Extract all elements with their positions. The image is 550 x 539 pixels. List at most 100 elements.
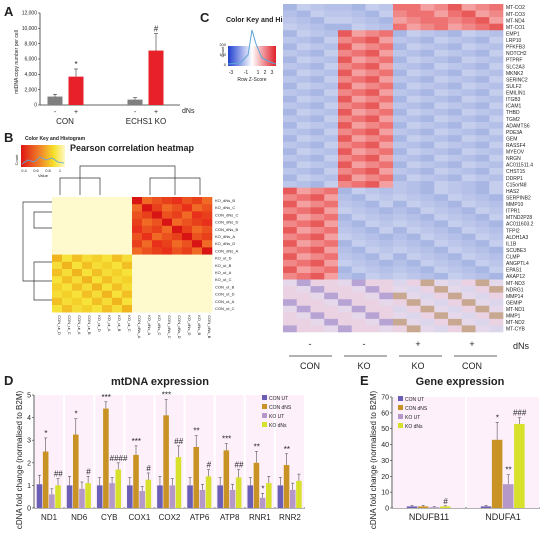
- panel-c-heatmap-cell: [461, 174, 476, 182]
- panel-c-heatmap-cell: [461, 122, 476, 129]
- panel-c-heatmap-cell: [448, 95, 463, 103]
- panel-d-category-label: ATP6: [190, 513, 210, 522]
- panel-c-heatmap-cell: [475, 299, 490, 307]
- panel-d-bar: [109, 483, 115, 508]
- panel-c-heatmap-cell: [393, 56, 408, 64]
- panel-c-heatmap-cell: [283, 63, 298, 70]
- panel-c-heatmap-cell: [461, 23, 476, 31]
- panel-c-heatmap-cell: [461, 10, 476, 18]
- panel-c-heatmap-cell: [475, 154, 490, 162]
- panel-d-bar: [193, 446, 200, 508]
- panel-d-legend: CON UT CON dNS KO UT KO dNs: [262, 395, 292, 429]
- panel-c-heatmap-cell: [393, 213, 408, 221]
- panel-c-heatmap-cell: [475, 227, 490, 234]
- panel-c-heatmap-cell: [365, 168, 380, 175]
- panel-c-heatmap-cell: [461, 181, 476, 188]
- panel-c-heatmap-cell: [406, 168, 421, 175]
- panel-b-heatmap-cell: [192, 197, 203, 205]
- panel-c-heatmap-cell: [434, 122, 449, 129]
- panel-c-heatmap-cell: [393, 259, 408, 267]
- panel-c-heatmap-cell: [406, 161, 421, 169]
- panel-b-col-labels: CON_ut_D CON_ut_C CON_ut_A CON_ut_B KO_ut_D K…: [57, 315, 212, 338]
- panel-d-significance: ***: [102, 393, 111, 402]
- panel-c-heatmap-cell: [351, 89, 366, 97]
- panel-c-heatmap-cell: [379, 23, 394, 31]
- panel-c-heatmap-cell: [475, 286, 490, 293]
- panel-c-heatmap-cell: [351, 240, 366, 248]
- panel-c-heatmap-cell: [489, 253, 504, 261]
- panel-c-heatmap-cell: [351, 141, 366, 149]
- panel-c-heatmap-cell: [406, 82, 421, 90]
- panel-b-heatmap-cell: [172, 305, 183, 313]
- panel-c-heatmap-cell: [310, 141, 325, 149]
- panel-c-heatmap-cell: [393, 161, 408, 169]
- panel-c-heatmap-cell: [324, 115, 339, 123]
- panel-c-heatmap-cell: [420, 220, 435, 228]
- panel-c-heatmap-cell: [406, 253, 421, 261]
- panel-c-heatmap-cell: [434, 312, 449, 320]
- panel-c-heatmap-cell: [461, 220, 476, 228]
- panel-c-heatmap-cell: [296, 233, 311, 241]
- panel-c-treatment: +: [469, 339, 474, 349]
- panel-c-heatmap-cell: [379, 17, 394, 24]
- panel-b-heatmap-cell: [152, 204, 163, 212]
- panel-c-heatmap-cell: [283, 194, 298, 202]
- panel-c-heatmap-cell: [283, 135, 298, 143]
- panel-c-heatmap-cell: [420, 115, 435, 123]
- panel-c-heatmap-cell: [283, 187, 298, 195]
- panel-b-heatmap-cell: [132, 204, 143, 212]
- panel-c-heatmap-cell: [351, 95, 366, 103]
- panel-d-bar: [266, 483, 272, 508]
- panel-c-heatmap-cell: [338, 272, 353, 280]
- panel-c-heatmap-cell: [338, 168, 353, 175]
- panel-d-bar: [66, 485, 73, 508]
- panel-c-heatmap-cell: [393, 325, 408, 333]
- panel-c-heatmap-cell: [365, 141, 380, 149]
- panel-c-heatmap-cell: [365, 207, 380, 215]
- panel-c-heatmap-cell: [420, 253, 435, 261]
- panel-b-row-label: CON_ut_C: [215, 306, 235, 311]
- panel-c-heatmap-cell: [338, 259, 353, 267]
- panel-b-heatmap-cell: [92, 254, 103, 263]
- panel-c-heatmap-cell: [475, 23, 490, 31]
- panel-c-heatmap-cell: [461, 246, 476, 254]
- panel-c-heatmap-cell: [420, 246, 435, 254]
- panel-c-heatmap-cell: [283, 154, 298, 162]
- panel-c-heatmap-cell: [351, 154, 366, 162]
- panel-c-heatmap-cell: [448, 4, 463, 11]
- panel-c-heatmap-cell: [338, 154, 353, 162]
- panel-b-heatmap-cell: [132, 197, 143, 205]
- panel-c-heatmap-cell: [283, 299, 298, 307]
- panel-c-heatmap-cell: [489, 17, 504, 24]
- panel-b-heatmap-cell: [142, 269, 153, 277]
- panel-c-heatmap-cell: [434, 286, 449, 293]
- panel-b-correlation-heatmap: Color Key and Histogram Count 0.4 0.6 0.…: [14, 136, 238, 339]
- panel-c-heatmap-cell: [338, 108, 353, 116]
- panel-c-heatmap-cell: [379, 253, 394, 261]
- panel-d-bar: [133, 454, 139, 508]
- panel-c-heatmap-cell: [310, 253, 325, 261]
- panel-c-heatmap-cell: [420, 154, 435, 162]
- panel-c-heatmap-cell: [406, 154, 421, 162]
- panel-c-heatmap-cell: [310, 207, 325, 215]
- panel-c-heatmap-cell: [365, 10, 380, 18]
- panel-c-heatmap-cell: [461, 168, 476, 175]
- panel-c-heatmap-cell: [379, 128, 394, 136]
- panel-c-heatmap-cell: [379, 213, 394, 221]
- panel-c-heatmap-cell: [489, 102, 504, 110]
- panel-c-heatmap-cell: [393, 4, 408, 11]
- panel-c-heatmap-cell: [406, 17, 421, 24]
- panel-c-heatmap-cell: [365, 102, 380, 110]
- panel-c-heatmap-cell: [489, 227, 504, 234]
- panel-c-heatmap-cell: [379, 161, 394, 169]
- panel-a-bar: [47, 96, 63, 105]
- panel-c-heatmap-cell: [338, 56, 353, 64]
- panel-c-heatmap-cell: [351, 305, 366, 313]
- panel-b-heatmap-cell: [132, 305, 143, 313]
- panel-e-significance: #: [443, 497, 448, 506]
- panel-c-heatmap-cell: [338, 220, 353, 228]
- panel-c-heatmap-cell: [434, 305, 449, 313]
- panel-c-heatmap-cell: [351, 4, 366, 11]
- panel-c-heatmap-cell: [393, 279, 408, 287]
- panel-c-key-tick: -3: [229, 70, 234, 76]
